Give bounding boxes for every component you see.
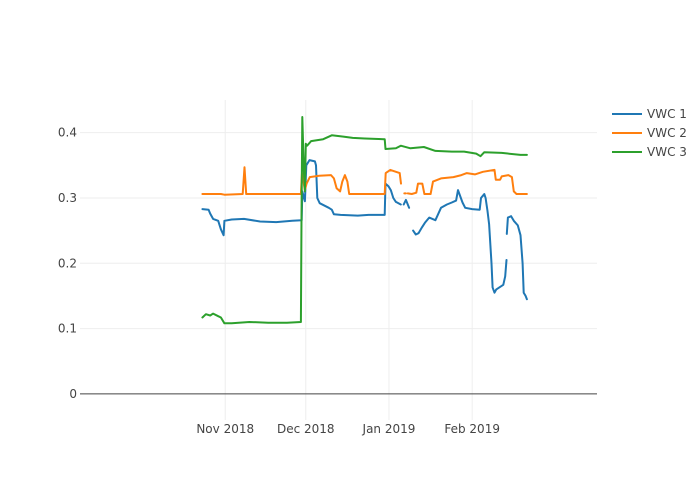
x-tick-label: Dec 2018 bbox=[277, 422, 335, 436]
plot-area bbox=[201, 116, 528, 325]
y-tick-label: 0.3 bbox=[58, 191, 77, 205]
y-tick-label: 0.1 bbox=[58, 322, 77, 336]
x-tick-label: Jan 2019 bbox=[362, 422, 416, 436]
series-line-vwc-1[interactable] bbox=[201, 159, 528, 301]
series-line-vwc-2[interactable] bbox=[201, 166, 528, 196]
legend-label: VWC 1 bbox=[647, 107, 687, 121]
legend-item[interactable]: VWC 2 bbox=[612, 126, 687, 140]
legend-label: VWC 2 bbox=[647, 126, 687, 140]
legend-item[interactable]: VWC 3 bbox=[612, 145, 687, 159]
y-tick-label: 0 bbox=[69, 387, 77, 401]
series-line-vwc-3[interactable] bbox=[201, 116, 528, 325]
y-tick-label: 0.4 bbox=[58, 126, 77, 140]
legend-label: VWC 3 bbox=[647, 145, 687, 159]
x-tick-label: Nov 2018 bbox=[196, 422, 254, 436]
legend-item[interactable]: VWC 1 bbox=[612, 107, 687, 121]
y-tick-label: 0.2 bbox=[58, 256, 77, 270]
legend[interactable]: VWC 1 VWC 2 VWC 3 bbox=[612, 107, 687, 159]
axes: 0 0.1 0.2 0.3 0.4 Nov 2018 Dec 2018 Jan 2019 Feb… bbox=[58, 126, 597, 436]
x-tick-label: Feb 2019 bbox=[444, 422, 500, 436]
